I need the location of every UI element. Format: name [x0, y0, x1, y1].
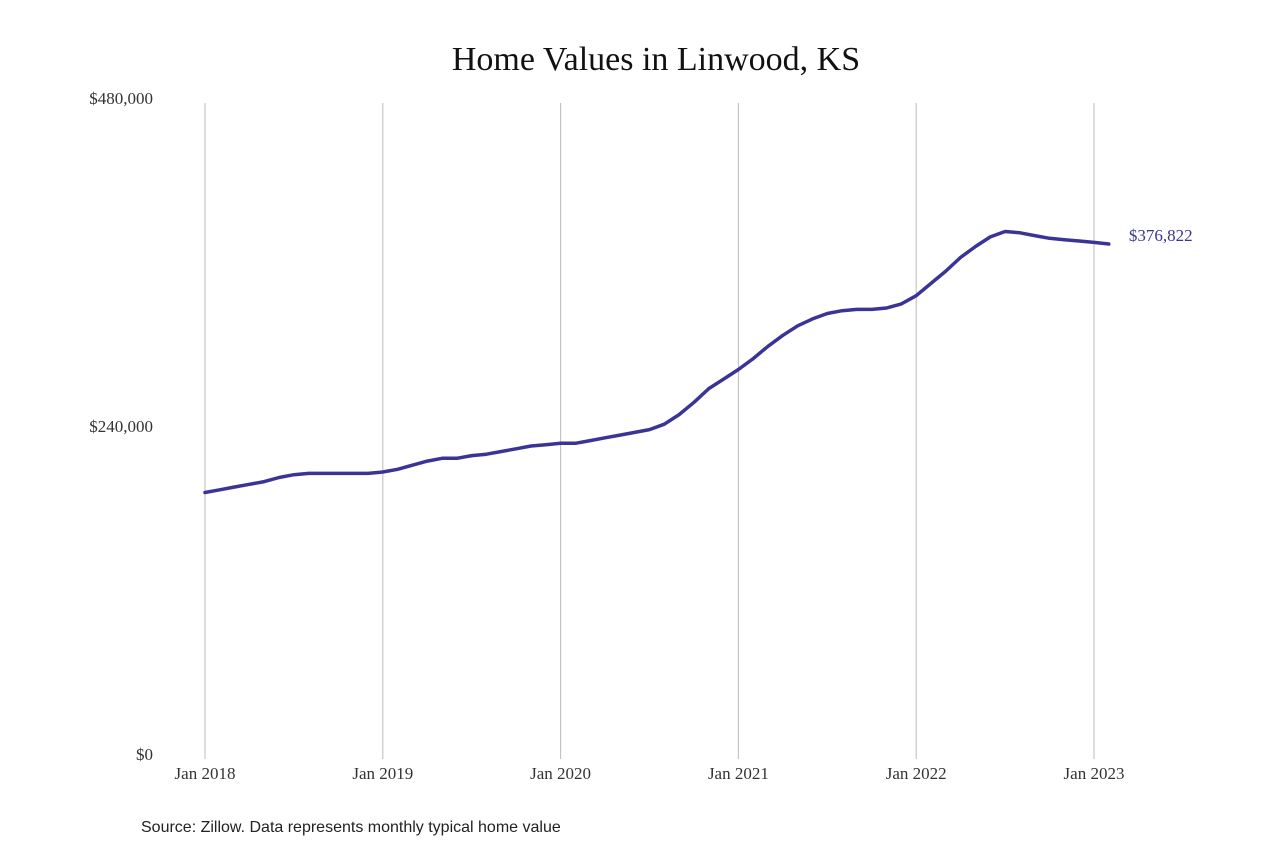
y-tick-label: $240,000 [89, 417, 153, 436]
x-tick-label: Jan 2022 [886, 764, 947, 783]
chart-title: Home Values in Linwood, KS [452, 41, 860, 78]
x-tick-label: Jan 2020 [530, 764, 591, 783]
source-note: Source: Zillow. Data represents monthly … [141, 819, 561, 836]
x-tick-label: Jan 2023 [1064, 764, 1125, 783]
value-label: $376,822 [1129, 226, 1193, 245]
x-tick-label: Jan 2018 [175, 764, 236, 783]
x-tick-label: Jan 2019 [352, 764, 413, 783]
data-line [203, 229, 1111, 495]
x-tick-label: Jan 2021 [708, 764, 769, 783]
y-tick-label: $0 [136, 745, 153, 764]
y-tick-label: $480,000 [89, 89, 153, 108]
